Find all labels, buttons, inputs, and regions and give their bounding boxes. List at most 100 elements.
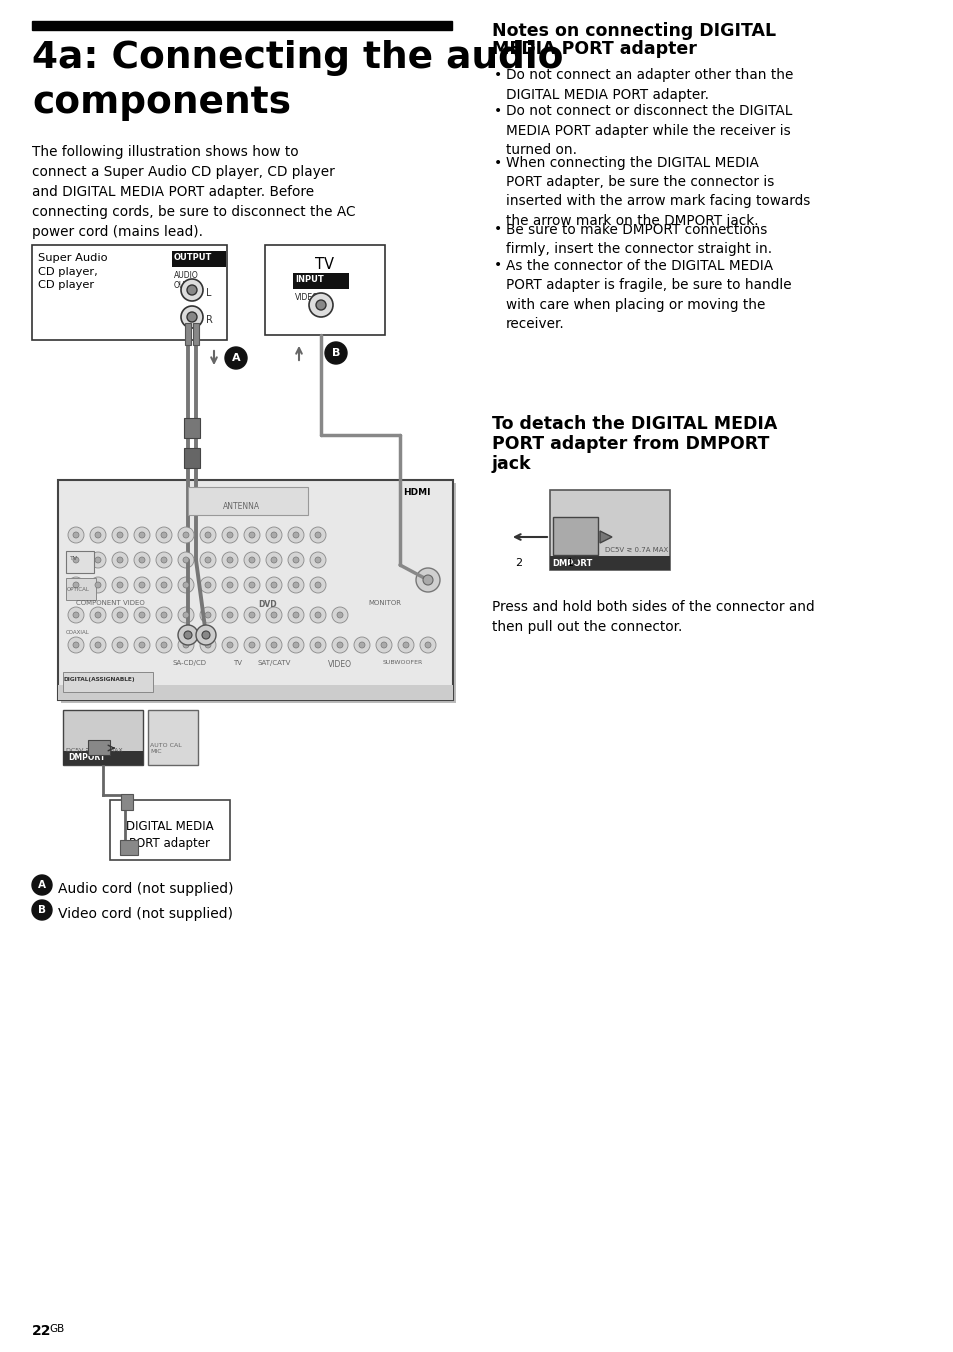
Text: 1: 1 [566,558,574,568]
Text: SAT/CATV: SAT/CATV [257,660,291,667]
Circle shape [249,581,254,588]
Bar [293,273,349,289]
Circle shape [139,612,145,618]
Circle shape [266,552,282,568]
Circle shape [314,531,320,538]
Circle shape [380,642,387,648]
Circle shape [288,577,304,594]
Bar [63,672,152,692]
Text: DMPORT: DMPORT [552,558,592,568]
Text: VIDEO: VIDEO [294,293,318,301]
Circle shape [310,637,326,653]
Circle shape [309,293,333,316]
Text: B: B [332,347,340,358]
Circle shape [32,875,52,895]
Circle shape [187,285,196,295]
Circle shape [375,637,392,653]
Circle shape [117,612,123,618]
Circle shape [249,557,254,562]
Bar [185,323,191,345]
Circle shape [112,552,128,568]
Text: TV: TV [70,556,78,561]
Circle shape [200,637,215,653]
Circle shape [314,581,320,588]
Circle shape [271,557,276,562]
Bar [184,448,200,468]
Circle shape [187,312,196,322]
Circle shape [205,612,211,618]
Circle shape [156,577,172,594]
Circle shape [332,607,348,623]
Circle shape [288,637,304,653]
Bar [148,710,198,765]
Text: Notes on connecting DIGITAL: Notes on connecting DIGITAL [492,22,776,41]
Circle shape [68,607,84,623]
Circle shape [205,642,211,648]
Circle shape [117,642,123,648]
Bar [32,245,227,339]
Bar [193,323,199,345]
Circle shape [195,625,215,645]
Text: Audio cord (not supplied): Audio cord (not supplied) [58,882,233,896]
Bar [110,800,230,860]
Text: GB: GB [49,1324,64,1334]
Circle shape [288,607,304,623]
Circle shape [178,577,193,594]
Circle shape [112,637,128,653]
Circle shape [133,607,150,623]
Circle shape [314,642,320,648]
Text: DC5V ⋜ 0.7A MAX: DC5V ⋜ 0.7A MAX [66,748,123,753]
Text: VIDEO: VIDEO [328,660,352,669]
Circle shape [156,527,172,544]
Text: DIGITAL MEDIA
PORT adapter: DIGITAL MEDIA PORT adapter [126,821,213,850]
Circle shape [112,607,128,623]
Bar [66,552,94,573]
Bar [88,740,110,754]
Circle shape [161,581,167,588]
Circle shape [200,552,215,568]
Circle shape [314,612,320,618]
Circle shape [266,637,282,653]
Bar [553,516,598,556]
Text: AUDIO
OUT: AUDIO OUT [173,270,198,291]
Circle shape [244,637,260,653]
Circle shape [133,577,150,594]
Text: SA-CD/CD: SA-CD/CD [172,660,207,667]
Circle shape [244,607,260,623]
Circle shape [227,531,233,538]
Circle shape [271,581,276,588]
Circle shape [161,612,167,618]
Text: PORT adapter from DMPORT: PORT adapter from DMPORT [492,435,768,453]
Circle shape [178,637,193,653]
Circle shape [358,642,365,648]
Text: TV: TV [315,257,335,272]
Circle shape [244,552,260,568]
Text: •: • [494,223,501,237]
Text: OPTICAL: OPTICAL [67,587,90,592]
Circle shape [397,637,414,653]
Bar [265,245,385,335]
Bar [63,750,143,765]
Text: INPUT: INPUT [294,274,323,284]
Circle shape [244,527,260,544]
Circle shape [183,612,189,618]
Circle shape [73,557,79,562]
Text: As the connector of the DIGITAL MEDIA
PORT adapter is fragile, be sure to handle: As the connector of the DIGITAL MEDIA PO… [505,258,791,331]
Circle shape [310,552,326,568]
Circle shape [178,625,198,645]
Circle shape [184,631,192,639]
Circle shape [73,612,79,618]
Circle shape [95,642,101,648]
Circle shape [68,637,84,653]
Circle shape [183,531,189,538]
Circle shape [133,527,150,544]
Circle shape [90,552,106,568]
Text: When connecting the DIGITAL MEDIA
PORT adapter, be sure the connector is
inserte: When connecting the DIGITAL MEDIA PORT a… [505,155,809,228]
Text: COAXIAL: COAXIAL [66,630,90,635]
Text: To detach the DIGITAL MEDIA: To detach the DIGITAL MEDIA [492,415,777,433]
Circle shape [178,552,193,568]
Circle shape [139,642,145,648]
Circle shape [332,637,348,653]
Circle shape [95,557,101,562]
Circle shape [416,568,439,592]
